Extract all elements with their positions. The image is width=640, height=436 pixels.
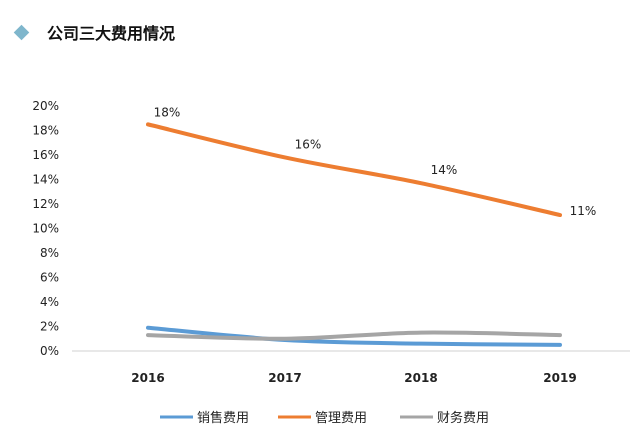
legend-label: 管理费用: [315, 411, 367, 426]
chart-legend: 销售费用 管理费用 财务费用: [160, 410, 489, 426]
x-tick-label: 2019: [543, 371, 576, 385]
chart-series: [146, 122, 562, 347]
x-tick-label: 2018: [404, 371, 437, 385]
data-label: 11%: [570, 204, 597, 218]
data-label: 16%: [295, 137, 322, 151]
y-tick-label: 14%: [32, 173, 59, 187]
y-tick-label: 20%: [32, 99, 59, 113]
x-tick-label: 2016: [131, 371, 164, 385]
series-line-0: [146, 325, 562, 347]
y-tick-label: 12%: [32, 197, 59, 211]
data-label: 18%: [154, 105, 181, 119]
y-tick-label: 2%: [40, 320, 59, 334]
series-line-2: [146, 330, 562, 341]
chart-data-labels: 18% 16% 14% 11%: [154, 105, 597, 218]
data-label: 14%: [431, 163, 458, 177]
y-tick-label: 18%: [32, 124, 59, 138]
y-tick-label: 4%: [40, 295, 59, 309]
chart-title: 公司三大费用情况: [47, 24, 176, 43]
x-tick-label: 2017: [268, 371, 301, 385]
chart-axes: 0% 2% 4% 6% 8% 10% 12% 14% 16% 18% 20% 2016 2017 2018…: [32, 99, 630, 385]
series-line-1: [146, 122, 562, 218]
legend-label: 财务费用: [437, 410, 489, 426]
y-tick-label: 10%: [32, 222, 59, 236]
y-tick-label: 8%: [40, 246, 59, 260]
y-tick-label: 6%: [40, 271, 59, 285]
legend-label: 销售费用: [197, 410, 249, 426]
y-tick-label: 16%: [32, 148, 59, 162]
y-tick-label: 0%: [40, 344, 59, 358]
chart-header: 公司三大费用情况: [13, 20, 176, 44]
